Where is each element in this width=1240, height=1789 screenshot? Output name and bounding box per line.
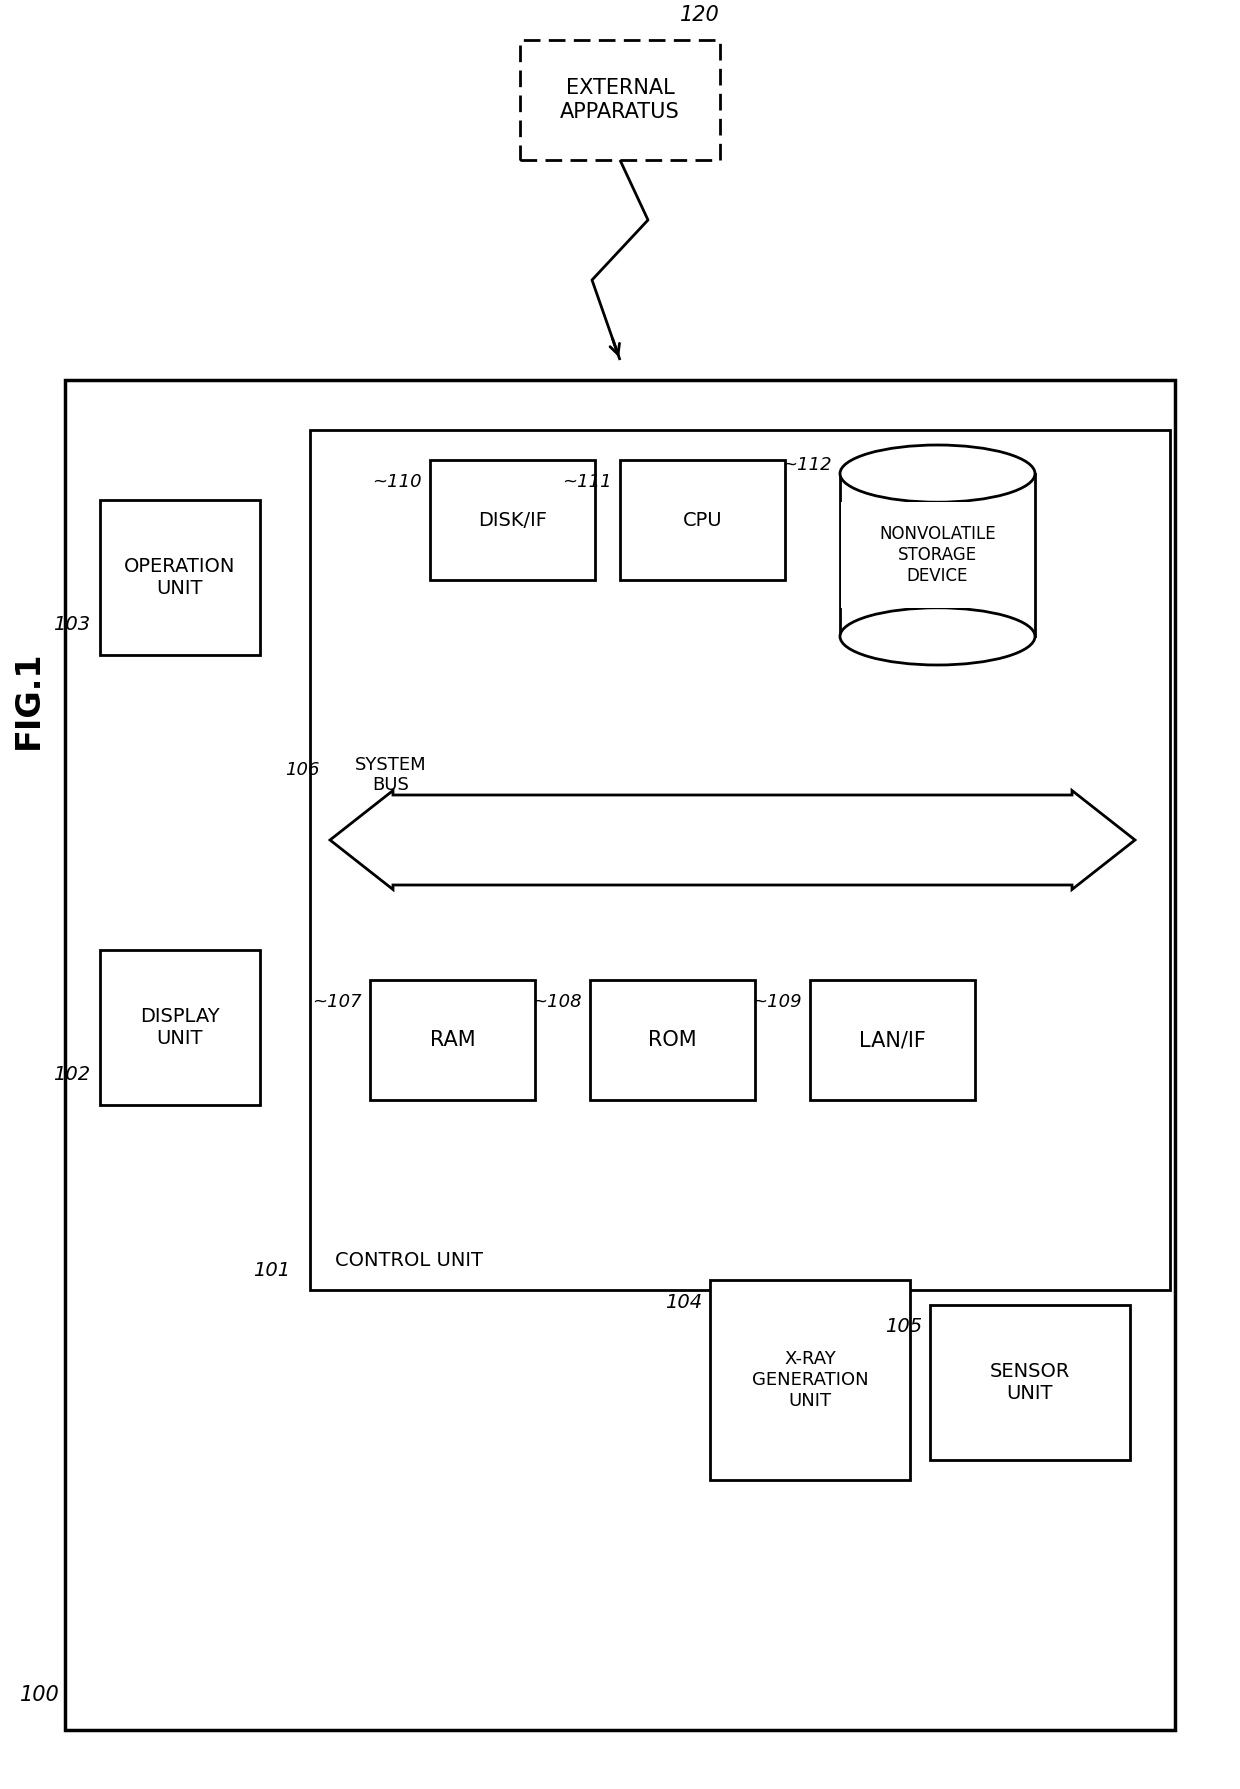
Text: SENSOR
UNIT: SENSOR UNIT [990,1361,1070,1403]
Bar [310,429,1171,1290]
Text: FIG.1: FIG.1 [11,651,45,750]
Bar [370,980,534,1100]
Bar [64,379,1176,1730]
Text: ~111: ~111 [563,472,613,490]
Text: ~108: ~108 [532,993,582,1011]
Bar [711,1279,910,1480]
Text: 102: 102 [53,1066,91,1084]
Text: ~109: ~109 [753,993,802,1011]
Text: SYSTEM
BUS: SYSTEM BUS [355,755,427,794]
Text: ~112: ~112 [782,456,832,474]
Bar [100,499,260,655]
Text: RAM: RAM [430,1030,475,1050]
Bar [839,474,1035,637]
Text: NONVOLATILE
STORAGE
DEVICE: NONVOLATILE STORAGE DEVICE [879,526,996,585]
Text: 120: 120 [680,5,719,25]
Text: 105: 105 [885,1317,923,1336]
Bar [810,980,975,1100]
Text: X-RAY
GENERATION
UNIT: X-RAY GENERATION UNIT [751,1351,868,1410]
Text: 101: 101 [253,1261,290,1279]
Bar [430,460,595,580]
Bar [620,460,785,580]
Text: CONTROL UNIT: CONTROL UNIT [335,1251,484,1270]
Bar [590,980,755,1100]
Ellipse shape [839,608,1035,666]
Text: 106: 106 [285,760,320,778]
Text: ~110: ~110 [372,472,422,490]
Polygon shape [330,791,1135,889]
Text: CPU: CPU [683,510,723,530]
Bar [520,39,720,159]
Text: DISPLAY
UNIT: DISPLAY UNIT [140,1007,219,1048]
Text: LAN/IF: LAN/IF [859,1030,926,1050]
Text: ROM: ROM [649,1030,697,1050]
Ellipse shape [839,445,1035,503]
Text: OPERATION
UNIT: OPERATION UNIT [124,556,236,598]
Text: EXTERNAL
APPARATUS: EXTERNAL APPARATUS [560,79,680,122]
Text: ~107: ~107 [312,993,362,1011]
Text: 104: 104 [665,1292,702,1311]
Bar [100,950,260,1106]
Bar [841,503,1034,608]
Text: 103: 103 [53,615,91,635]
Text: 100: 100 [20,1685,60,1705]
Bar [930,1304,1130,1460]
Text: DISK/IF: DISK/IF [477,510,547,530]
